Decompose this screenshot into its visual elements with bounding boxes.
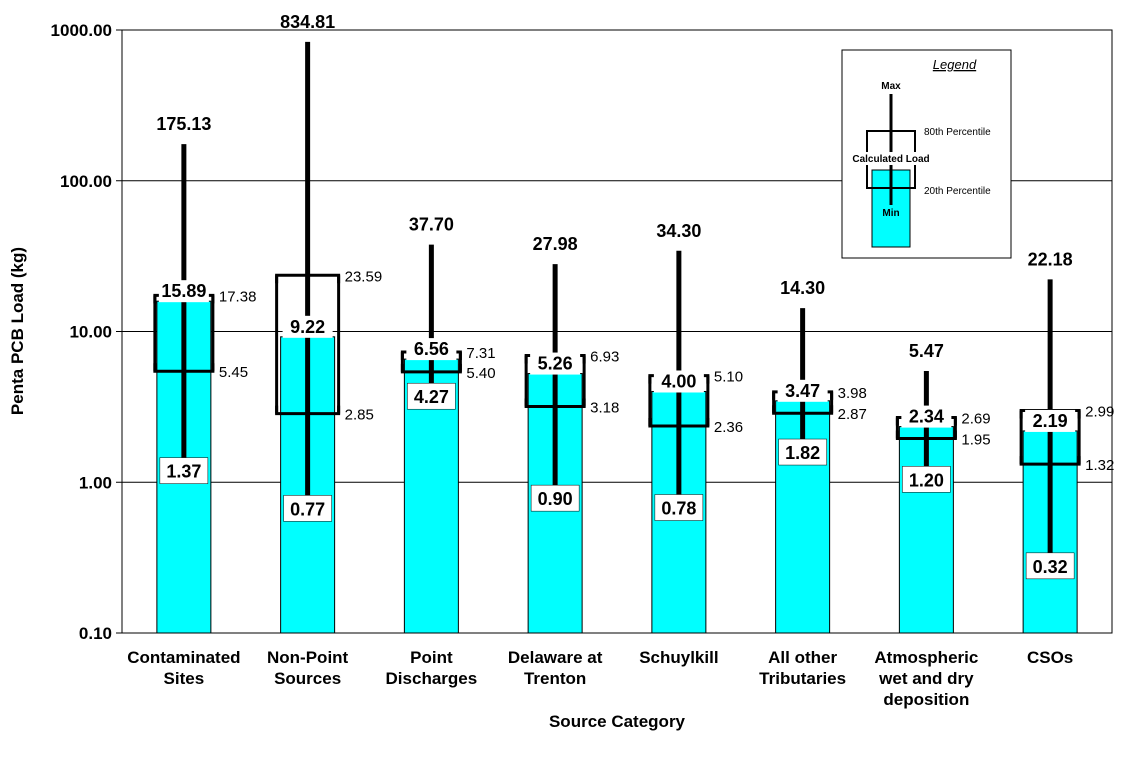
max-label: 22.18 [1028,249,1073,269]
category-label: Schuylkill [639,648,718,667]
p20-label: 2.87 [838,406,867,423]
category-label: Point [410,648,453,667]
p20-label: 3.18 [590,400,619,417]
category-group: 175.13 15.89 1.37 17.38 5.45 [153,114,257,634]
p80-label: 2.69 [961,410,990,427]
x-axis-title: Source Category [549,712,686,731]
p80-label: 2.99 [1085,404,1114,421]
p20-label: 5.40 [466,365,495,382]
calc-label-box [406,338,457,361]
legend: Legend Max 80th Percentile Calculated Load 2… [841,49,1012,259]
category-label: Tributaries [759,669,846,688]
category-label: Atmospheric [874,648,978,667]
p80-label: 3.98 [838,385,867,402]
min-label-box [530,484,580,512]
legend-title: Legend [933,57,977,72]
legend-p20-label: 20th Percentile [924,186,991,197]
category-group: 37.70 6.56 4.27 7.31 5.40 [400,215,496,634]
y-tick-label: 100.00 [60,172,112,191]
y-tick-label: 0.10 [79,624,112,643]
calc-label-box [158,280,209,303]
category-group: 14.30 3.47 1.82 3.98 2.87 [772,278,867,634]
x-category-labels: Contaminated Sites Non-Point Sources Point Di… [127,648,1073,709]
legend-calc-label: Calculated Load [852,154,929,165]
category-group: 834.81 9.22 0.77 23.59 2.85 [275,12,383,634]
min-label-box [1025,552,1075,580]
calc-label: 6.56 [414,339,449,359]
y-tick-label: 10.00 [69,323,112,342]
min-label: 0.78 [661,499,696,519]
min-label-box [654,494,704,521]
data-marks: 175.13 15.89 1.37 17.38 5.45 834.81 9.22 0.77 23… [153,12,1114,634]
p20-label: 1.32 [1085,457,1114,474]
legend-min-label: Min [882,208,899,219]
min-label: 1.82 [785,443,820,463]
min-label: 0.90 [538,489,573,509]
min-label: 4.27 [414,387,449,407]
y-tick-label: 1.00 [79,473,112,492]
category-label: Sources [274,669,341,688]
min-label: 1.20 [909,470,944,490]
min-label: 1.37 [166,462,201,482]
p80-label: 17.38 [219,288,257,305]
y-tick-label: 1000.00 [51,21,112,40]
calc-label-box [777,379,828,402]
legend-calc-box [849,152,935,165]
calc-label: 4.00 [661,371,696,391]
p80-label: 6.93 [590,349,619,366]
min-label: 0.32 [1033,557,1068,577]
calc-label: 2.19 [1033,411,1068,431]
category-label: Discharges [386,669,478,688]
category-label: Contaminated [127,648,240,667]
category-label: CSOs [1027,648,1073,667]
p20-label: 1.95 [961,432,990,449]
min-label: 0.77 [290,499,325,519]
p20-label: 2.85 [345,407,374,424]
max-label: 5.47 [909,341,944,361]
category-label: deposition [883,690,969,709]
y-axis-title: Penta PCB Load (kg) [8,247,27,415]
calc-label: 5.26 [538,354,573,374]
min-label-box [407,382,456,410]
min-label-box [902,466,951,493]
legend-max-label: Max [881,81,901,92]
max-label: 34.30 [656,221,701,241]
max-label: 37.70 [409,215,454,235]
calc-label-box [1025,409,1076,432]
category-label: wet and dry [878,669,974,688]
p80-label: 23.59 [345,268,383,285]
calc-label: 2.34 [909,407,944,427]
category-label: Trenton [524,669,586,688]
calc-label: 3.47 [785,381,820,401]
min-label-box [778,438,827,466]
category-group: 27.98 5.26 0.90 6.93 3.18 [524,234,619,634]
category-label: Non-Point [267,648,349,667]
p80-label: 7.31 [466,345,495,362]
max-label: 27.98 [533,234,578,254]
calc-label-box [282,315,333,338]
category-label: All other [768,648,837,667]
calc-label-box [530,352,581,375]
max-label: 834.81 [280,12,335,32]
calc-label-box [901,405,952,428]
bar [898,426,954,634]
category-label: Delaware at [508,648,603,667]
category-group: 22.18 2.19 0.32 2.99 1.32 [1019,249,1114,634]
legend-p80-label: 80th Percentile [924,127,991,138]
category-label: Sites [164,669,205,688]
p20-label: 2.36 [714,419,743,436]
max-label: 14.30 [780,278,825,298]
category-group: 34.30 4.00 0.78 5.10 2.36 [648,221,743,634]
min-label-box [159,457,209,484]
p20-label: 5.45 [219,364,248,381]
calc-label: 15.89 [161,281,206,301]
min-label-box [283,495,332,522]
max-label: 175.13 [156,114,211,134]
p80-label: 5.10 [714,369,743,386]
category-group: 5.47 2.34 1.20 2.69 1.95 [895,341,991,634]
y-tick-labels: 0.10 1.00 10.00 100.00 1000.00 [51,21,112,643]
calc-label-box [653,370,704,393]
calc-label: 9.22 [290,317,325,337]
